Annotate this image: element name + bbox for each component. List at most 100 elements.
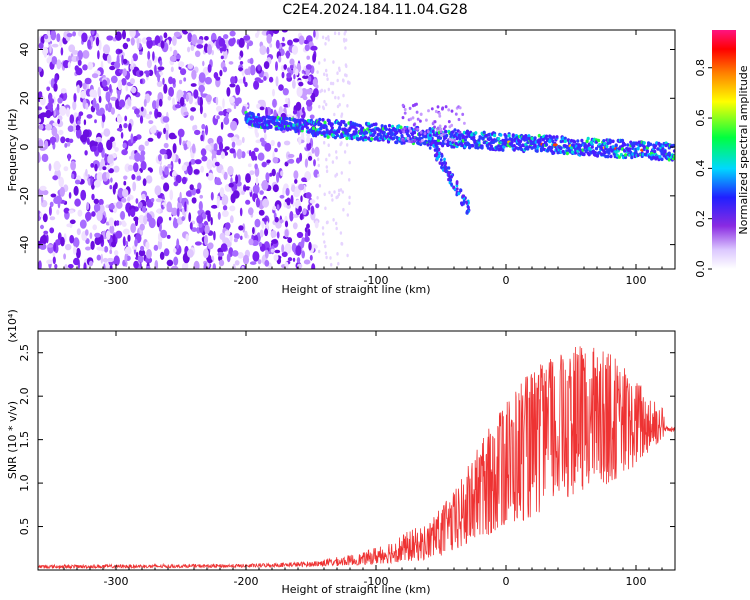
spectrogram-trace-cell — [586, 136, 590, 141]
spectrogram-trace-cell — [552, 150, 556, 155]
spectrogram-noise-cell — [308, 155, 313, 161]
spectrogram-noise-cell — [282, 36, 285, 42]
spectrogram-noise-cell — [170, 66, 174, 73]
spectrogram-noise-cell — [65, 243, 72, 251]
spectrogram-noise-cell — [248, 149, 252, 157]
spectrogram-noise-cell — [325, 36, 328, 41]
spectrogram-noise-cell — [72, 31, 76, 37]
x-tick-label: -200 — [234, 575, 259, 588]
spectrogram-spur-cell — [429, 136, 432, 141]
spectrogram-noise-cell — [335, 150, 338, 154]
spectrogram-spread-cell — [425, 118, 428, 122]
spectrogram-trace-cell — [471, 143, 475, 148]
spectrogram-noise-cell — [207, 64, 212, 73]
spectrogram-noise-cell — [72, 237, 80, 248]
spectrogram-noise-cell — [230, 177, 233, 185]
y-tick-label: 1.5 — [18, 431, 31, 449]
spectrogram-spur-cell — [465, 201, 469, 205]
spectrogram-spread-cell — [416, 117, 420, 121]
spectrogram-noise-cell — [159, 165, 163, 176]
spectrogram-spread-cell — [411, 116, 415, 120]
spectrogram-noise-cell — [324, 206, 327, 211]
spectrogram-noise-cell — [325, 73, 329, 77]
spectrogram-noise-cell — [216, 105, 223, 112]
y-tick-label: 20 — [18, 91, 31, 105]
snr-x-ticks: -300 -200 -100 0 100 — [63, 331, 676, 588]
spectrogram-noise-cell — [213, 143, 218, 152]
spectrogram-noise-cell — [252, 184, 260, 194]
spectrogram-spur-cell — [432, 143, 436, 148]
spectrogram-noise-cell — [316, 196, 319, 200]
spectrogram-noise-cell — [105, 104, 109, 111]
spectrogram-noise-cell — [97, 86, 101, 98]
spectrogram-noise-cell — [296, 157, 301, 164]
spectrogram-noise-cell — [57, 97, 63, 104]
spectrogram-noise-cell — [236, 148, 243, 160]
spectrogram-noise-cell — [177, 128, 185, 138]
spectrogram-noise-cell — [187, 165, 191, 172]
spectrogram-trace-cell — [607, 151, 611, 155]
spectrogram-noise-cell — [109, 65, 116, 71]
spectrogram-noise-cell — [142, 205, 147, 213]
spectrogram-noise-cell — [213, 230, 216, 241]
spectrogram-noise-cell — [140, 150, 146, 157]
spectrogram-noise-cell — [52, 122, 59, 127]
spectrogram-noise-cell — [112, 141, 116, 149]
spectrogram-spread-cell — [419, 112, 423, 116]
spectrogram-noise-cell — [106, 54, 112, 64]
spectrogram-noise-cell — [102, 257, 108, 263]
spectrogram-noise-cell — [46, 57, 52, 64]
spectrogram-noise-cell — [245, 199, 251, 205]
spectrogram-spread-cell — [451, 138, 454, 142]
spectrogram-noise-cell — [216, 197, 220, 209]
spectrogram-noise-cell — [231, 141, 236, 148]
y-tick-label: 0 — [18, 144, 31, 151]
spectrogram-trace-cell — [392, 136, 396, 141]
spectrogram-noise-cell — [248, 66, 251, 76]
spectrogram-noise-cell — [301, 131, 305, 140]
spectrogram-noise-cell — [309, 114, 315, 120]
spectrogram-noise-cell — [65, 107, 70, 117]
spectrogram-spur-cell — [433, 148, 437, 152]
spectrogram-trace-cell — [628, 147, 632, 151]
spectrogram-noise-cell — [222, 210, 229, 218]
spectrogram-noise-cell — [201, 155, 208, 162]
spectrogram-noise-cell — [311, 147, 315, 154]
spectrogram-noise-cell — [116, 127, 123, 132]
spectrogram-spread-cell — [439, 127, 442, 131]
spectrogram-noise-cell — [70, 160, 76, 171]
spectrogram-trace-cell — [312, 126, 316, 130]
spectrogram-noise-cell — [191, 34, 198, 45]
spectrogram-noise-cell — [72, 246, 77, 255]
spectrogram-noise-cell — [121, 149, 128, 156]
spectrogram-noise-cell — [120, 132, 124, 139]
spectrogram-noise-cell — [173, 31, 181, 37]
spectrogram-noise-cell — [228, 182, 234, 188]
spectrogram-spread-cell — [454, 112, 458, 116]
spectrogram-noise-cell — [108, 168, 114, 174]
spectrogram-noise-cell — [232, 250, 239, 257]
spectrogram-noise-cell — [206, 159, 213, 170]
spectrogram-noise-cell — [338, 102, 341, 107]
spectrogram-noise-cell — [284, 261, 289, 269]
spectrogram-noise-cell — [283, 64, 288, 70]
spectrogram-spread-cell — [438, 124, 442, 128]
spectrogram-noise-cell — [306, 133, 311, 137]
spectrogram-spur-cell — [447, 171, 450, 175]
spectrogram-noise-cell — [207, 137, 214, 145]
spectrogram-noise-cell — [250, 150, 256, 161]
spectrogram-noise-cell — [156, 208, 161, 214]
spectrogram-trace-cell — [626, 143, 630, 147]
spectrogram-noise-cell — [173, 217, 177, 226]
spectrogram-noise-cell — [82, 64, 88, 71]
snr-x-label: Height of straight line (km) — [281, 583, 430, 596]
spectrogram-trace-cell — [580, 138, 584, 143]
spectrogram-noise-cell — [247, 163, 252, 168]
spectrogram-noise-cell — [276, 231, 280, 239]
spectrogram-noise-cell — [225, 112, 229, 118]
spectrogram-noise-cell — [163, 142, 169, 149]
spectrogram-noise-cell — [118, 49, 123, 54]
spectrogram-trace-cell — [342, 120, 346, 125]
spectrogram-noise-cell — [156, 99, 159, 109]
spectrogram-trace-cell — [472, 135, 476, 140]
